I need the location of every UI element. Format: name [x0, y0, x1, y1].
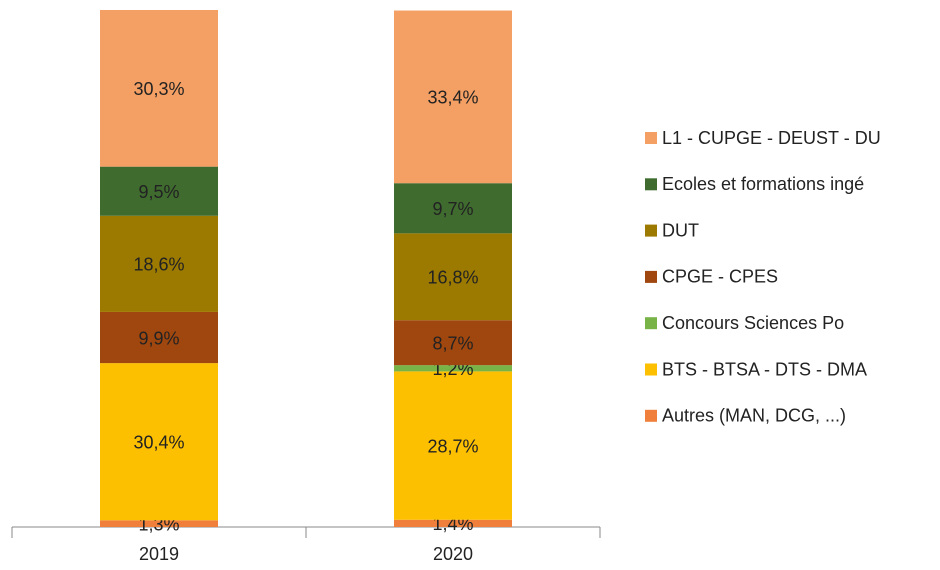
- data-label: 18,6%: [133, 255, 184, 275]
- bar-segment: [394, 371, 512, 520]
- bar-segment: [100, 520, 218, 527]
- bar-segment: [100, 166, 218, 216]
- legend-swatch: [645, 132, 657, 144]
- data-label: 30,3%: [133, 79, 184, 99]
- bar-segment: [100, 10, 218, 167]
- data-label: 16,8%: [427, 268, 478, 288]
- data-label: 9,7%: [432, 199, 473, 219]
- legend-swatch: [645, 409, 657, 422]
- legend-label: BTS - BTSA - DTS - DMA: [662, 359, 867, 379]
- data-label: 9,9%: [138, 328, 179, 348]
- legend-label: DUT: [662, 220, 699, 240]
- legend-swatch: [645, 270, 657, 283]
- legend-label: Concours Sciences Po: [662, 313, 844, 333]
- legend-label: L1 - CUPGE - DEUST - DU: [662, 128, 881, 148]
- bar-segment: [100, 311, 218, 364]
- bar-segment: [394, 320, 512, 366]
- data-label: 33,4%: [427, 88, 478, 108]
- bar-segment: [394, 10, 512, 184]
- x-tick-label: 2019: [139, 544, 179, 564]
- legend-swatch: [645, 224, 657, 237]
- data-label: 9,5%: [138, 182, 179, 202]
- bar-segment: [100, 363, 218, 521]
- data-label: 28,7%: [427, 436, 478, 456]
- data-label: 30,4%: [133, 432, 184, 452]
- data-label: 8,7%: [432, 333, 473, 353]
- legend-swatch: [645, 363, 657, 376]
- legend-swatch: [645, 178, 657, 191]
- bar-segment: [394, 183, 512, 234]
- bar-segment: [394, 519, 512, 527]
- x-tick-label: 2020: [433, 544, 473, 564]
- bar-segment: [100, 215, 218, 312]
- legend-label: Autres (MAN, DCG, ...): [662, 406, 846, 426]
- legend-swatch: [645, 317, 657, 330]
- bar-segment: [394, 233, 512, 321]
- legend-label: CPGE - CPES: [662, 267, 778, 287]
- legend-label: Ecoles et formations ingé: [662, 174, 864, 194]
- bar-segment: [394, 365, 512, 372]
